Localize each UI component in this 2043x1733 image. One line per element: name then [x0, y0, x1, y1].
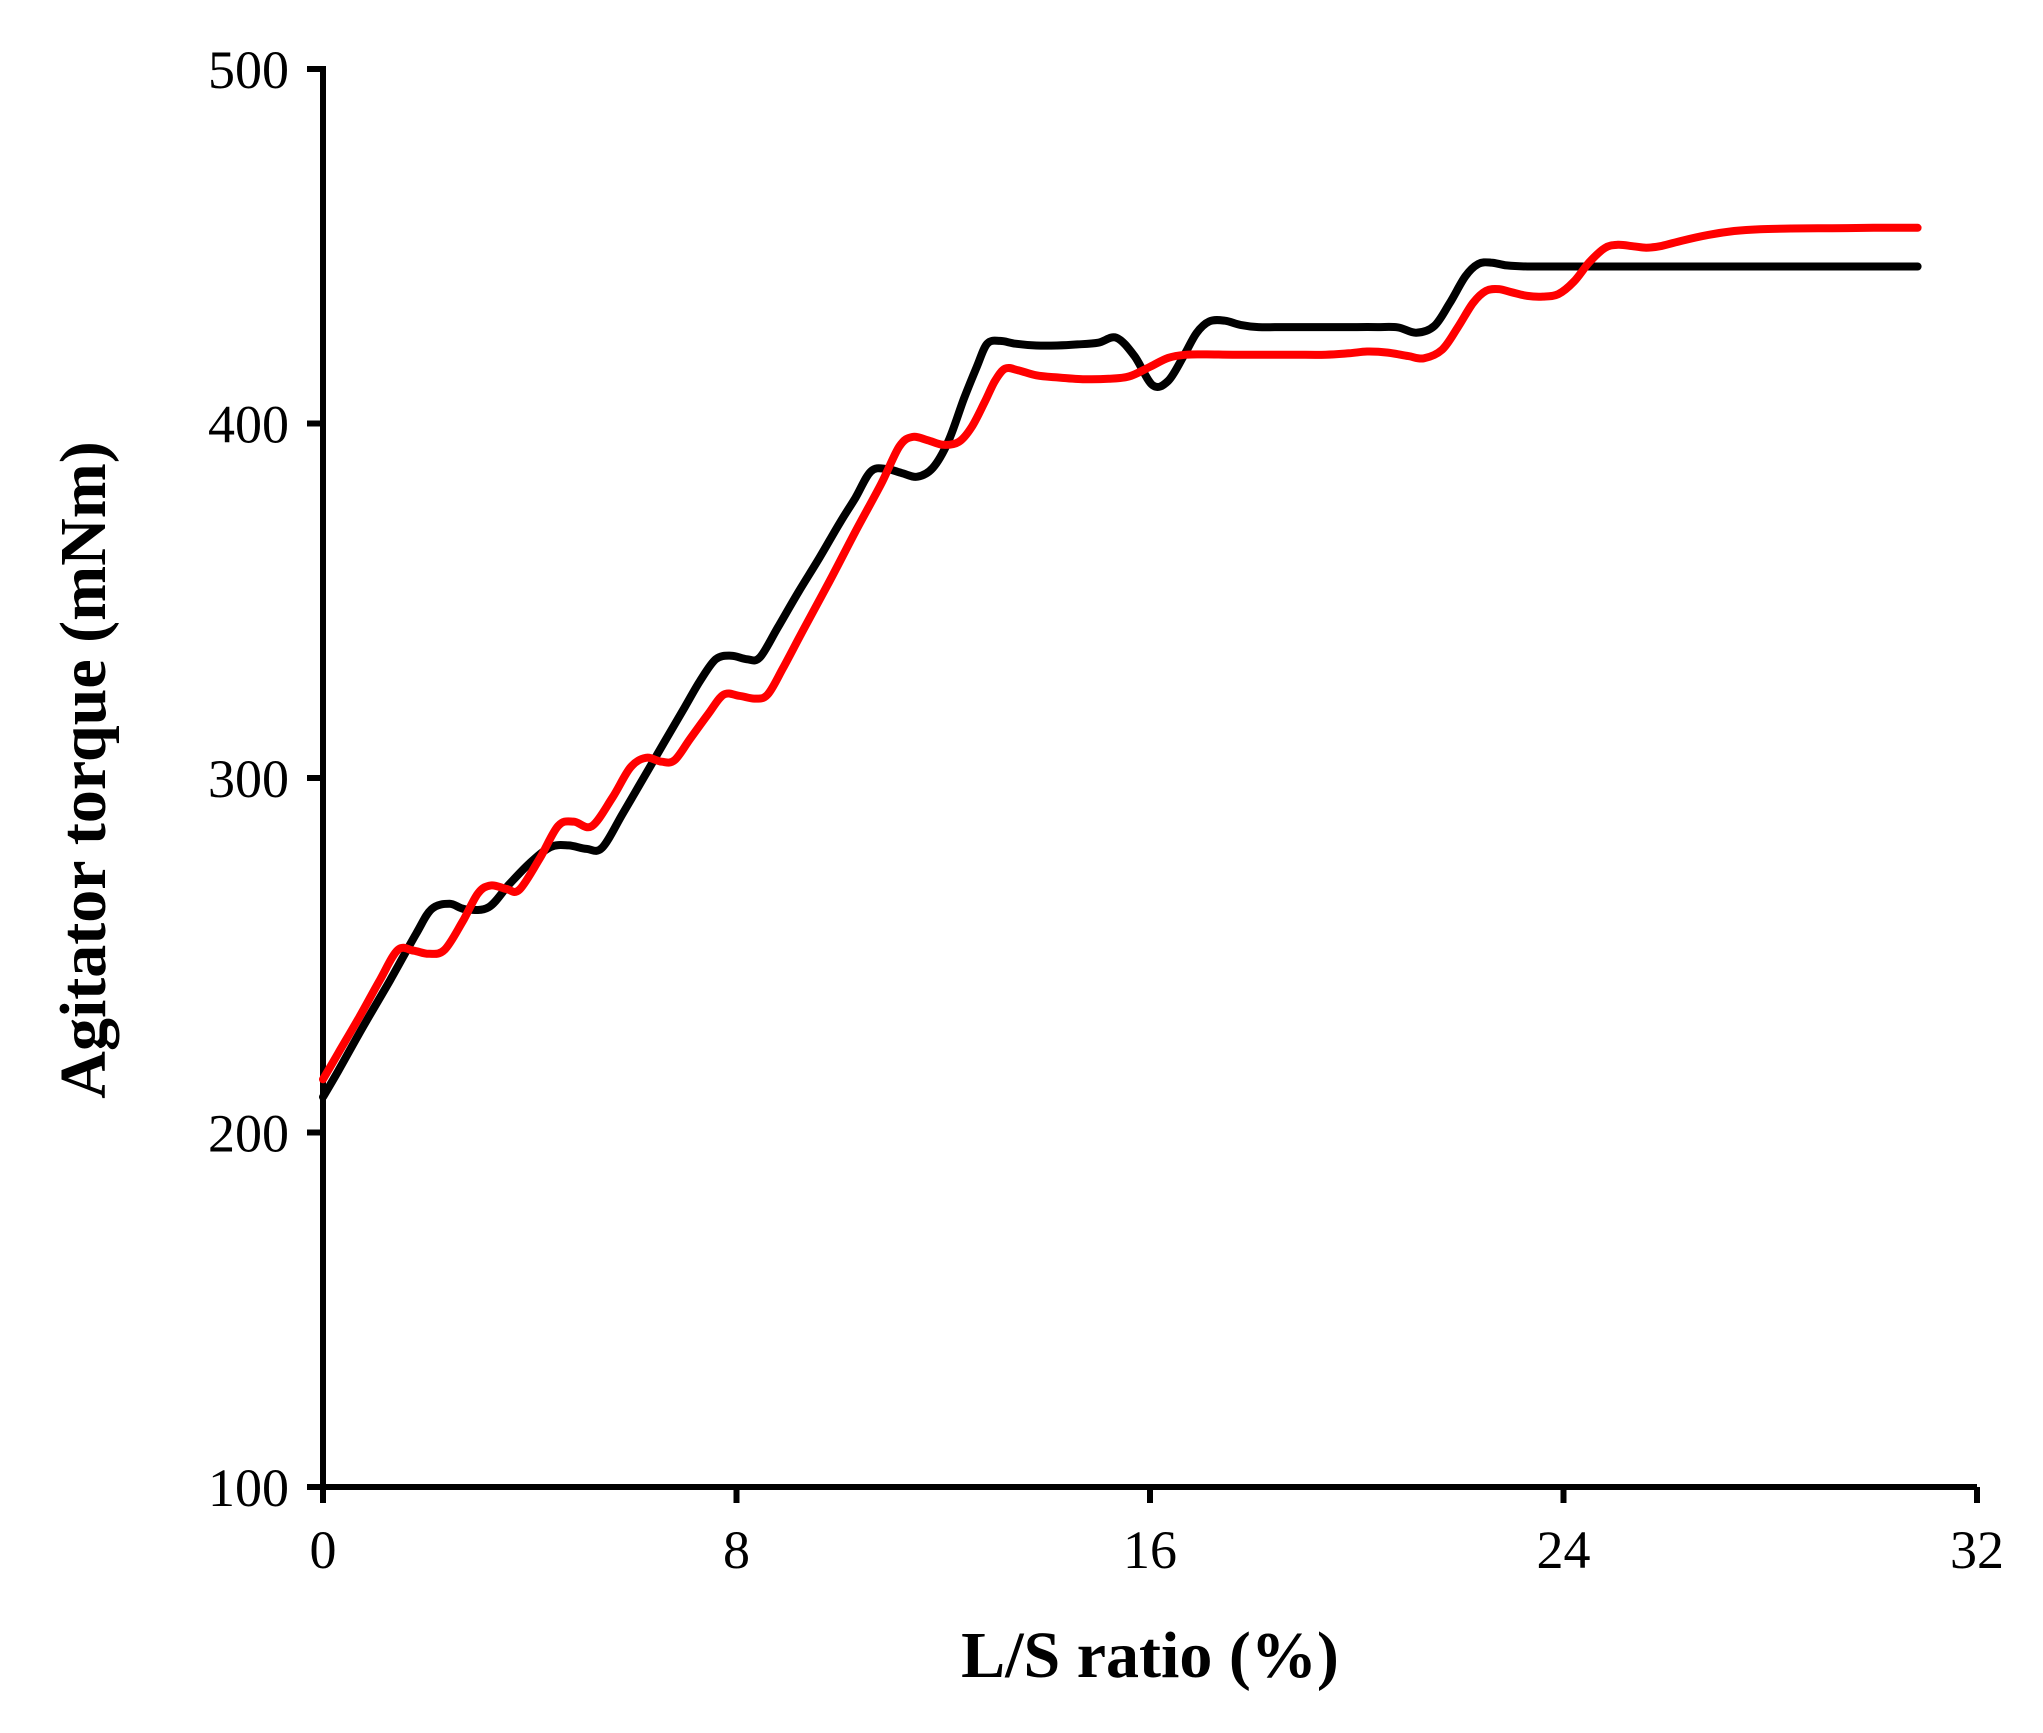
y-tick-label: 400 [208, 395, 289, 455]
black-curve [319, 258, 1922, 1101]
x-tick-label: 32 [1950, 1520, 2004, 1580]
y-tick-label: 500 [208, 40, 289, 100]
axes [320, 66, 1977, 1490]
series-curves [319, 223, 1922, 1101]
tick-marks [307, 66, 1980, 1503]
y-tick-label: 100 [208, 1458, 289, 1518]
x-axis-title: L/S ratio (%) [961, 1619, 1339, 1692]
x-tick-label: 8 [723, 1520, 750, 1580]
x-tick-label: 0 [310, 1520, 337, 1580]
axis-frame [320, 66, 1977, 1490]
x-tick-label: 16 [1123, 1520, 1177, 1580]
red-curve [319, 223, 1922, 1084]
y-axis-title: Agitator torque (mNm) [47, 441, 120, 1098]
y-tick-label: 200 [208, 1104, 289, 1164]
tick-labels: 100 200 300 400 500 0 8 16 24 32 [208, 40, 2004, 1580]
y-tick-label: 300 [208, 749, 289, 809]
x-tick-label: 24 [1537, 1520, 1591, 1580]
